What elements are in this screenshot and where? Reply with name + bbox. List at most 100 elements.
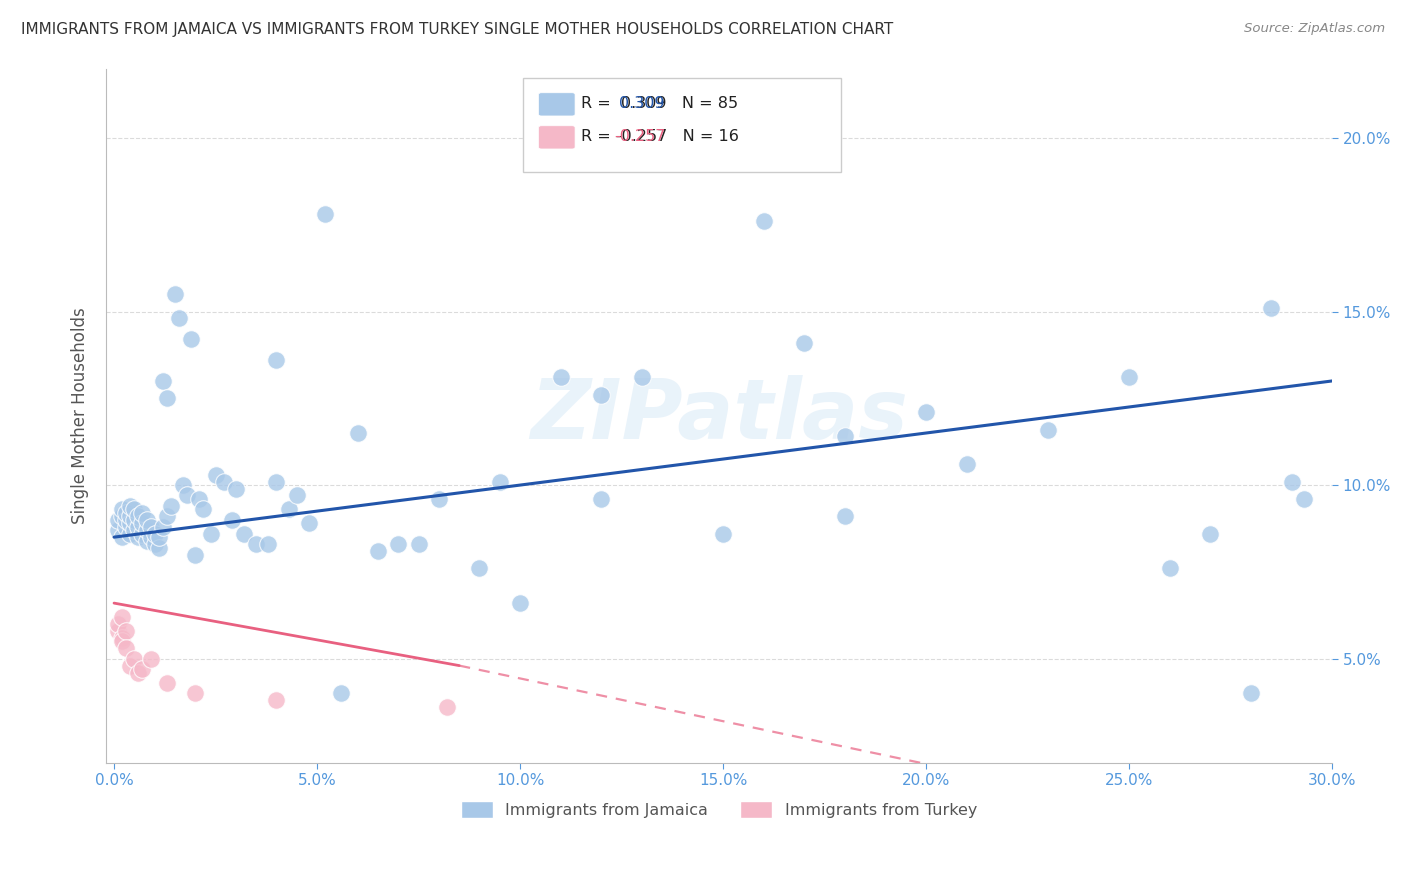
Point	[1036, 423, 1059, 437]
Point	[115, 520, 138, 534]
Point	[131, 526, 153, 541]
Point	[221, 513, 243, 527]
Point	[156, 392, 179, 406]
Point	[1292, 491, 1315, 506]
Text: Source: ZipAtlas.com: Source: ZipAtlas.com	[1244, 22, 1385, 36]
Point	[124, 513, 146, 527]
Point	[107, 616, 129, 631]
Point	[111, 502, 134, 516]
Point	[509, 596, 531, 610]
Point	[111, 610, 134, 624]
Point	[176, 488, 198, 502]
Point	[1118, 370, 1140, 384]
Point	[245, 537, 267, 551]
Point	[468, 561, 491, 575]
Point	[107, 624, 129, 638]
Point	[427, 491, 450, 506]
Legend: Immigrants from Jamaica, Immigrants from Turkey: Immigrants from Jamaica, Immigrants from…	[454, 795, 984, 824]
Point	[115, 513, 138, 527]
Text: ZIPatlas: ZIPatlas	[530, 376, 908, 456]
Point	[172, 478, 194, 492]
Point	[111, 631, 134, 645]
Point	[915, 405, 938, 419]
Point	[193, 502, 215, 516]
Point	[298, 516, 321, 531]
Point	[266, 475, 288, 489]
Text: R = -0.257   N = 16: R = -0.257 N = 16	[581, 129, 738, 144]
Point	[115, 506, 138, 520]
Point	[111, 509, 134, 524]
Point	[127, 530, 149, 544]
Point	[436, 700, 458, 714]
Point	[135, 533, 157, 548]
Point	[233, 526, 256, 541]
Point	[1260, 301, 1282, 315]
Point	[314, 207, 336, 221]
Text: 0.309: 0.309	[619, 96, 664, 111]
Point	[834, 429, 856, 443]
Point	[120, 499, 142, 513]
Point	[591, 388, 613, 402]
Point	[107, 523, 129, 537]
Point	[1240, 686, 1263, 700]
Point	[139, 651, 162, 665]
Point	[200, 526, 222, 541]
Point	[124, 523, 146, 537]
Point	[163, 287, 186, 301]
Point	[834, 509, 856, 524]
Text: -0.257: -0.257	[614, 129, 666, 144]
Point	[184, 548, 207, 562]
Point	[225, 482, 247, 496]
Point	[1159, 561, 1181, 575]
Point	[143, 526, 166, 541]
Point	[139, 520, 162, 534]
Point	[793, 335, 815, 350]
Point	[111, 530, 134, 544]
Point	[550, 370, 572, 384]
Text: IMMIGRANTS FROM JAMAICA VS IMMIGRANTS FROM TURKEY SINGLE MOTHER HOUSEHOLDS CORRE: IMMIGRANTS FROM JAMAICA VS IMMIGRANTS FR…	[21, 22, 893, 37]
Point	[184, 686, 207, 700]
Point	[120, 658, 142, 673]
Point	[115, 641, 138, 656]
Point	[1199, 526, 1222, 541]
Point	[631, 370, 654, 384]
Point	[148, 541, 170, 555]
Point	[956, 457, 979, 471]
Point	[711, 526, 734, 541]
Point	[124, 651, 146, 665]
Point	[156, 509, 179, 524]
Point	[111, 634, 134, 648]
Point	[127, 509, 149, 524]
Point	[148, 530, 170, 544]
Point	[156, 676, 179, 690]
Point	[277, 502, 299, 516]
Point	[139, 530, 162, 544]
Point	[115, 624, 138, 638]
Point	[127, 520, 149, 534]
Point	[346, 425, 368, 440]
Point	[143, 537, 166, 551]
Text: R =  0.309   N = 85: R = 0.309 N = 85	[581, 96, 738, 111]
Point	[152, 520, 174, 534]
Point	[387, 537, 409, 551]
Point	[188, 491, 211, 506]
Point	[167, 311, 190, 326]
Point	[285, 488, 308, 502]
Point	[180, 332, 202, 346]
Point	[131, 662, 153, 676]
Point	[131, 516, 153, 531]
Point	[257, 537, 280, 551]
Point	[135, 523, 157, 537]
Point	[212, 475, 235, 489]
Point	[367, 544, 389, 558]
Point	[266, 353, 288, 368]
Point	[160, 499, 183, 513]
Point	[591, 491, 613, 506]
Point	[135, 513, 157, 527]
Point	[752, 214, 775, 228]
Point	[152, 374, 174, 388]
Point	[1281, 475, 1303, 489]
Point	[204, 467, 226, 482]
Point	[120, 526, 142, 541]
Point	[408, 537, 430, 551]
